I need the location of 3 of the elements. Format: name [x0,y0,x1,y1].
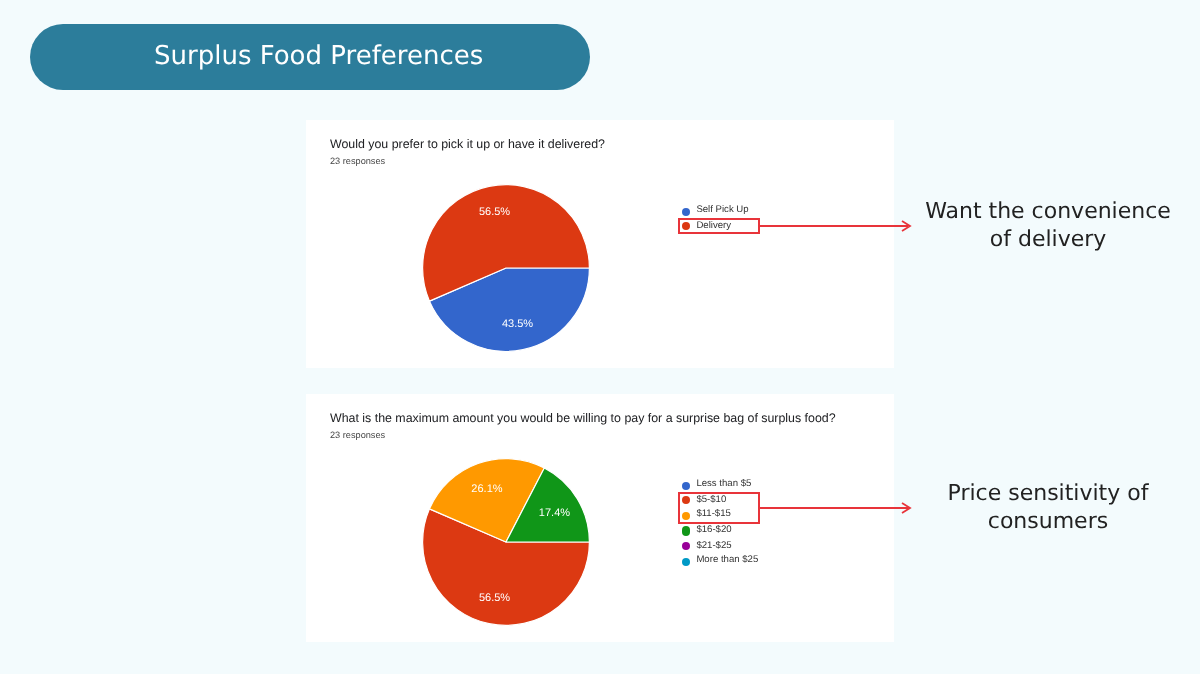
text: Price sensitivity of consumers [945,479,1151,536]
text: Want the convenience of delivery [923,197,1173,254]
text: Surplus Food Preferences [30,24,590,90]
